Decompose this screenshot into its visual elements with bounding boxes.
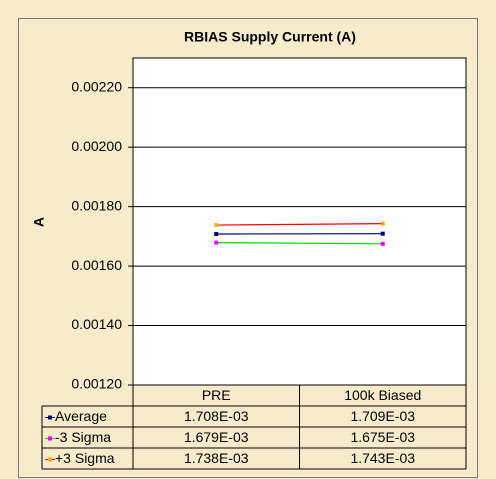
legend-key-marker (48, 457, 52, 462)
table-value: 1.679E-03 (184, 429, 249, 445)
legend-label: Average (55, 408, 107, 424)
legend-key-marker (48, 436, 52, 441)
legend-key-marker (48, 415, 52, 420)
marker (214, 223, 219, 228)
plot-area (132, 57, 467, 386)
y-tick-label: 0.00200 (71, 138, 122, 154)
marker (214, 231, 219, 236)
table-value: 1.743E-03 (350, 450, 415, 466)
marker (380, 221, 385, 226)
series-line (216, 222, 383, 226)
table-value: 1.675E-03 (350, 429, 415, 445)
y-tick-label: 0.00220 (71, 78, 122, 94)
table-value: 1.708E-03 (184, 408, 249, 424)
y-tick-label: 0.00140 (71, 316, 122, 332)
table-value: 1.709E-03 (350, 408, 415, 424)
legend-label: +3 Sigma (55, 450, 115, 466)
marker (380, 241, 385, 246)
marker (380, 231, 385, 236)
series-line (216, 242, 383, 245)
y-tick-label: 0.00160 (71, 257, 122, 273)
table-header: PRE (202, 387, 231, 403)
table-value: 1.738E-03 (184, 450, 249, 466)
table-header: 100k Biased (344, 387, 421, 403)
chart-title: RBIAS Supply Current (A) (184, 29, 356, 45)
chart-border (18, 18, 478, 478)
marker (214, 240, 219, 245)
y-tick-label: 0.00180 (71, 197, 122, 213)
y-axis-label: A (31, 217, 47, 227)
legend-label: -3 Sigma (55, 429, 111, 445)
y-tick-label: 0.00120 (71, 376, 122, 392)
